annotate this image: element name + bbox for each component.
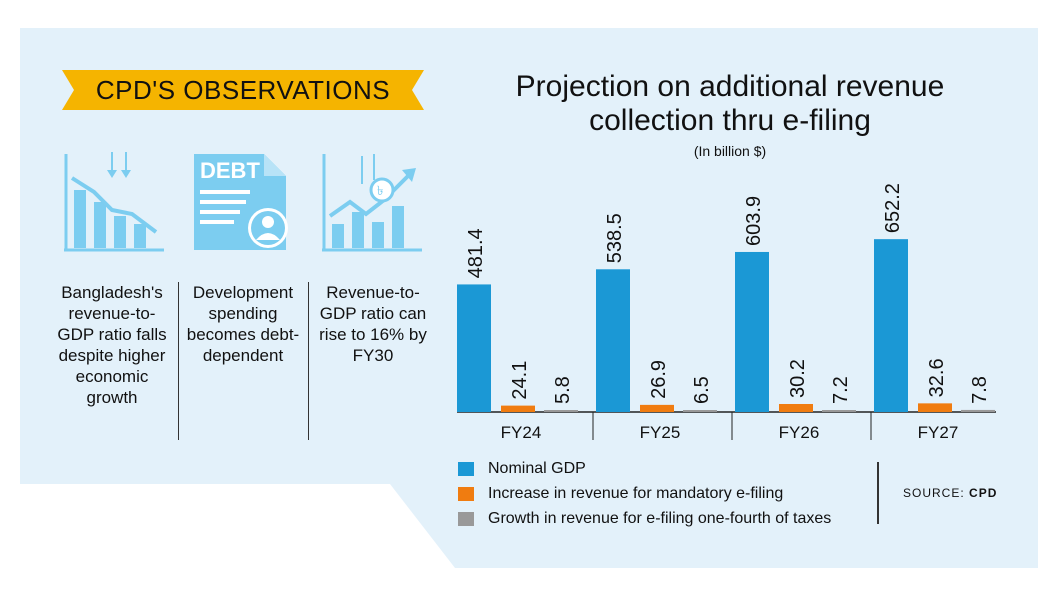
bar: [961, 409, 995, 412]
source-label: SOURCE:: [903, 486, 965, 500]
bar: [501, 405, 535, 412]
data-label: 481.4: [465, 228, 487, 278]
chart-subtitle: (In billion $): [693, 143, 767, 159]
bar: [683, 410, 717, 412]
data-label: 32.6: [926, 358, 948, 397]
data-label: 603.9: [743, 196, 765, 246]
data-label: 538.5: [604, 213, 626, 263]
legend-swatch-mandatory: [458, 487, 474, 501]
legend-label: Increase in revenue for mandatory e-fili…: [488, 485, 784, 502]
svg-text:৳: ৳: [377, 184, 383, 199]
data-label: 24.1: [509, 361, 531, 400]
legend-swatch-one-fourth: [458, 512, 474, 526]
data-label: 6.5: [691, 376, 713, 404]
bar-chart: 481.4 24.1 5.8 FY24 538.5 26.9 6.5 FY25 603.9 30.…: [457, 183, 996, 442]
data-label: 26.9: [648, 360, 670, 399]
legend-label: Growth in revenue for e-filing one-fourt…: [488, 510, 832, 527]
legend-label: Nominal GDP: [488, 460, 586, 477]
observation-text-2: Development spending becomes debt-depend…: [186, 283, 300, 365]
bar: [596, 269, 630, 412]
observation-text-3: Revenue-to-GDP ratio can rise to 16% by …: [319, 283, 427, 365]
data-label: 5.8: [552, 376, 574, 404]
observation-divider: [308, 282, 309, 440]
x-tick-label: FY24: [501, 423, 542, 442]
observations-banner: [62, 70, 424, 110]
debt-document-icon: DEBT: [194, 154, 288, 250]
rising-chart-taka-icon: ৳: [322, 154, 422, 252]
observations-heading: CPD'S OBSERVATIONS: [95, 75, 391, 105]
source-divider: [877, 462, 879, 524]
data-label: 7.8: [969, 376, 991, 404]
observation-text-1: Bangladesh's revenue-to-GDP ratio falls …: [57, 283, 167, 407]
x-tick-label: FY26: [779, 423, 820, 442]
source-value: CPD: [969, 486, 998, 500]
declining-chart-icon: [64, 152, 164, 252]
svg-text:DEBT: DEBT: [200, 158, 260, 183]
x-tick-label: FY27: [918, 423, 959, 442]
data-label: 652.2: [882, 183, 904, 233]
chart-title: Projection on additional revenue collect…: [515, 70, 945, 137]
x-tick-label: FY25: [640, 423, 681, 442]
bar: [918, 403, 952, 412]
bar: [640, 404, 674, 412]
bar: [779, 403, 813, 412]
legend-swatch-nominal-gdp: [458, 462, 474, 476]
bar: [874, 239, 908, 412]
data-label: 7.2: [830, 376, 852, 404]
bar: [822, 410, 856, 412]
observation-divider: [178, 282, 179, 440]
bar: [457, 284, 491, 412]
bar: [735, 251, 769, 412]
bar: [544, 410, 578, 412]
source-note: SOURCE: CPD: [903, 486, 997, 500]
data-label: 30.2: [787, 359, 809, 398]
